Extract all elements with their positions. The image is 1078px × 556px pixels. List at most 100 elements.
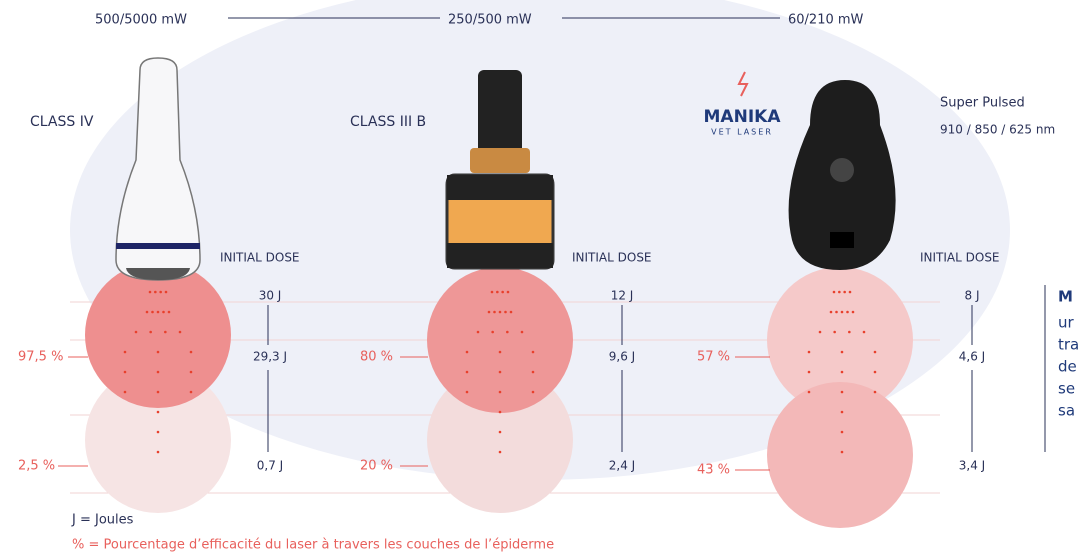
percentage: 20 %: [360, 459, 393, 474]
laser-dot: [149, 291, 152, 294]
power-label: 500/5000 mW: [95, 13, 187, 28]
laser-dot: [835, 311, 838, 314]
laser-dot: [833, 331, 836, 334]
laser-dot: [162, 311, 165, 314]
laser-dot: [841, 371, 844, 374]
percentage: 43 %: [697, 463, 730, 478]
laser-dot: [532, 391, 535, 394]
percentage: 80 %: [360, 350, 393, 365]
laser-dot: [491, 291, 494, 294]
dose-header: INITIAL DOSE: [220, 251, 300, 265]
side-note: M: [1058, 288, 1073, 306]
laser-dot: [849, 291, 852, 294]
laser-dot: [491, 331, 494, 334]
laser-dot: [838, 291, 841, 294]
laser-dot: [151, 311, 154, 314]
laser-dot: [521, 331, 524, 334]
dose-header: INITIAL DOSE: [920, 251, 1000, 265]
laser-dot: [157, 431, 160, 434]
tissue-circle: [767, 382, 913, 528]
laser-dot: [154, 291, 157, 294]
laser-dot: [157, 371, 160, 374]
laser-dot: [507, 291, 510, 294]
laser-dot: [841, 351, 844, 354]
laser-dot: [846, 311, 849, 314]
side-note: ur: [1058, 314, 1075, 332]
laser-dot: [149, 331, 152, 334]
laser-dot: [874, 351, 877, 354]
laser-dot: [499, 311, 502, 314]
side-note: sa: [1058, 402, 1075, 420]
laser-dot: [157, 311, 160, 314]
tissue-circle: [85, 262, 231, 408]
infographic: 500/5000 mW 250/500 mW 60/210 mW CLASS I…: [0, 0, 1078, 556]
laser-dot: [532, 371, 535, 374]
laser-dot: [124, 371, 127, 374]
laser-dot: [841, 411, 844, 414]
dose-header: INITIAL DOSE: [572, 251, 652, 265]
laser-dot: [159, 291, 162, 294]
laser-dot: [501, 291, 504, 294]
brand-name: MANIKA: [704, 107, 782, 127]
laser-dot: [841, 391, 844, 394]
laser-dot: [157, 351, 160, 354]
laser-dot: [499, 411, 502, 414]
laser-dot: [874, 371, 877, 374]
dose: 12 J: [611, 289, 634, 303]
laser-dot: [168, 311, 171, 314]
laser-dot: [157, 451, 160, 454]
laser-dot: [504, 311, 507, 314]
laser-dot: [808, 351, 811, 354]
laser-dot: [841, 311, 844, 314]
side-note: se: [1058, 380, 1075, 398]
percentage: 57 %: [697, 350, 730, 365]
laser-dot: [499, 351, 502, 354]
laser-dot: [499, 371, 502, 374]
dose: 29,3 J: [253, 350, 287, 364]
laser-dot: [190, 391, 193, 394]
brand-tagline: VET LASER: [711, 128, 773, 137]
laser-dot: [510, 311, 513, 314]
laser-dot: [833, 291, 836, 294]
super-pulsed-title: Super Pulsed: [940, 96, 1025, 111]
laser-dot: [124, 351, 127, 354]
dose: 0,7 J: [257, 459, 283, 473]
laser-dot: [808, 371, 811, 374]
laser-dot: [852, 311, 855, 314]
laser-dot: [157, 411, 160, 414]
class-label: CLASS IV: [30, 114, 94, 130]
laser-dot: [830, 311, 833, 314]
laser-dot: [843, 291, 846, 294]
dose: 2,4 J: [609, 459, 635, 473]
percentage: 97,5 %: [18, 350, 63, 365]
laser-dot: [179, 331, 182, 334]
laser-dot: [496, 291, 499, 294]
laser-dot: [819, 331, 822, 334]
laser-dot: [146, 311, 149, 314]
wavelengths: 910 / 850 / 625 nm: [940, 123, 1055, 137]
laser-dot: [488, 311, 491, 314]
laser-dot: [135, 331, 138, 334]
laser-dot: [124, 391, 127, 394]
laser-dot: [477, 331, 480, 334]
laser-dot: [499, 391, 502, 394]
power-label: 60/210 mW: [788, 13, 864, 28]
dose: 8 J: [965, 289, 980, 303]
laser-dot: [157, 391, 160, 394]
laser-dot: [499, 431, 502, 434]
side-note: tra: [1058, 336, 1078, 354]
laser-dot: [848, 331, 851, 334]
laser-dot: [841, 431, 844, 434]
laser-dot: [493, 311, 496, 314]
laser-dot: [874, 391, 877, 394]
side-note: de: [1058, 358, 1077, 376]
laser-dot: [808, 391, 811, 394]
legend-percent: % = Pourcentage d’efficacité du laser à …: [72, 538, 554, 553]
dose: 3,4 J: [959, 459, 985, 473]
laser-dot: [863, 331, 866, 334]
laser-dot: [466, 371, 469, 374]
legend-joules: J = Joules: [71, 513, 134, 528]
laser-dot: [466, 391, 469, 394]
laser-dot: [190, 351, 193, 354]
laser-dot: [190, 371, 193, 374]
